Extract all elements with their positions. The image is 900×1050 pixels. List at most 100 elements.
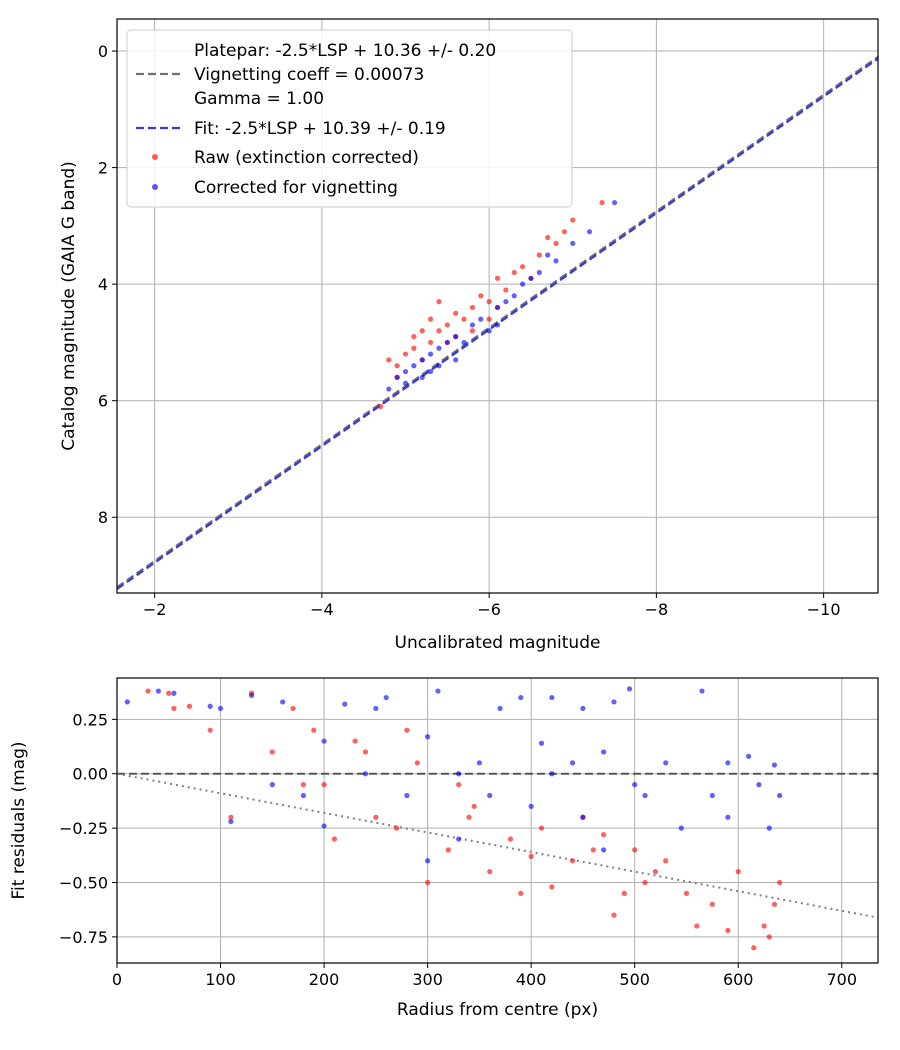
y-tick-label: 2 (98, 159, 108, 178)
data-point (586, 229, 593, 235)
data-point (569, 760, 576, 766)
x-tick-label: 0 (112, 970, 122, 989)
y-tick-label: 6 (98, 392, 108, 411)
data-point (402, 380, 409, 386)
data-point (453, 357, 459, 363)
data-point (528, 275, 534, 281)
data-point (519, 264, 526, 270)
data-point (745, 753, 752, 759)
data-point (404, 727, 410, 733)
data-point (570, 240, 576, 246)
data-point (394, 363, 400, 369)
y-tick-label: −0.25 (59, 819, 108, 838)
x-tick-label: −8 (645, 600, 669, 619)
data-point (569, 858, 576, 864)
data-point (621, 890, 627, 896)
x-tick-label: 300 (412, 970, 443, 989)
data-point (725, 927, 731, 933)
data-point (444, 339, 450, 346)
data-point (486, 316, 492, 322)
data-point (331, 836, 338, 842)
data-point (777, 792, 783, 799)
data-point (145, 688, 151, 694)
data-point (536, 269, 542, 276)
data-point (553, 240, 559, 246)
data-point (352, 738, 358, 744)
fit-line-platepar (117, 55, 878, 589)
x-axis-label: Uncalibrated magnitude (395, 633, 601, 653)
data-point (678, 825, 684, 831)
data-point (386, 357, 392, 363)
data-point (362, 771, 369, 777)
data-point (611, 199, 618, 206)
legend-entry: Raw (extinction corrected) (194, 148, 419, 168)
data-point (166, 690, 172, 696)
data-point (228, 818, 234, 825)
data-point (632, 847, 638, 853)
data-point (436, 363, 442, 369)
data-point (476, 760, 482, 766)
data-point (694, 923, 700, 929)
data-point (538, 825, 545, 831)
data-point (553, 258, 559, 264)
x-tick-label: −10 (807, 600, 841, 619)
data-point (248, 692, 255, 699)
data-point (735, 869, 741, 875)
data-point (427, 316, 434, 322)
chart-2: 0 100 200 300 400 500 600 700 0.25 0.00 −0.25 −0.50… (9, 677, 879, 1020)
data-point (632, 782, 638, 788)
data-point (444, 322, 450, 328)
data-point (538, 740, 545, 746)
data-point (469, 328, 476, 334)
y-tick-label: 4 (98, 275, 108, 294)
plot-area (117, 686, 878, 951)
data-point (311, 727, 317, 733)
data-point (766, 934, 772, 940)
data-point (497, 705, 503, 712)
data-point (771, 901, 778, 907)
data-point (511, 293, 517, 299)
data-point (590, 847, 596, 853)
y-axis-label: Catalog magnitude (GAIA G band) (59, 161, 79, 451)
data-point (536, 252, 542, 258)
data-point (419, 374, 425, 380)
data-point (300, 792, 306, 799)
x-tick-label: 200 (309, 970, 340, 989)
data-point (436, 299, 442, 305)
data-point (756, 782, 762, 788)
data-point (528, 803, 534, 809)
data-point (456, 782, 462, 788)
data-point (611, 912, 617, 918)
data-point (436, 328, 442, 334)
data-point (561, 229, 568, 235)
x-tick-label: 700 (826, 970, 857, 989)
data-point (771, 762, 778, 768)
data-point (469, 304, 476, 311)
data-point (377, 403, 384, 410)
x-tick-label: 100 (205, 970, 236, 989)
data-point (186, 703, 193, 709)
data-point (402, 368, 409, 375)
y-axis-label: Fit residuals (mag) (9, 742, 29, 900)
series-raw (377, 199, 605, 410)
legend-entry: Fit: -2.5*LSP + 10.39 +/- 0.19 (194, 119, 446, 139)
data-point (652, 869, 658, 875)
data-point (511, 269, 517, 276)
data-point (427, 339, 434, 346)
plot-area (117, 55, 878, 590)
series-corrected (386, 199, 618, 392)
axes-frame (116, 18, 879, 594)
data-point (471, 803, 477, 809)
data-point (642, 879, 648, 886)
data-point (663, 760, 669, 766)
data-point (777, 879, 783, 886)
data-point (486, 328, 492, 334)
x-tick-label: −2 (143, 600, 167, 619)
data-point (503, 299, 509, 305)
x-tick-label: 400 (516, 970, 547, 989)
line-vignetting-trend (117, 772, 878, 919)
data-point (362, 749, 369, 755)
data-point (570, 217, 576, 223)
data-point (445, 847, 451, 853)
data-point (519, 281, 526, 287)
